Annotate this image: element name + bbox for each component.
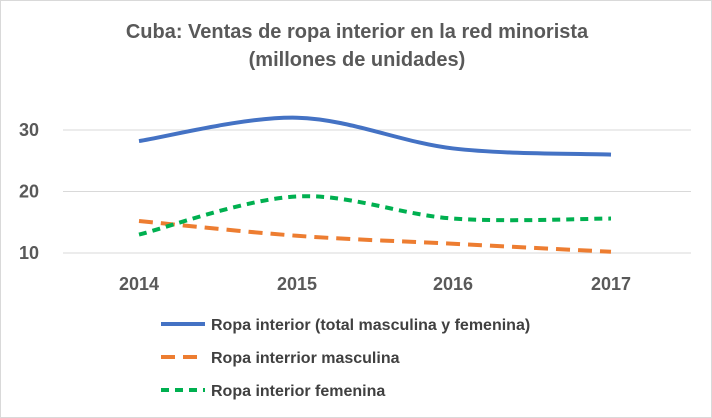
x-tick-label: 2015 [277, 274, 317, 294]
series-line-1 [138, 219, 612, 254]
gridlines [63, 129, 691, 254]
y-tick-label: 10 [19, 243, 39, 263]
x-tick-label: 2014 [119, 274, 159, 294]
series-line-0 [138, 115, 612, 157]
x-tick-label: 2016 [433, 274, 473, 294]
legend-label-2: Ropa interior femenina [211, 383, 385, 400]
chart-title: Cuba: Ventas de ropa interior en la red … [125, 21, 589, 43]
series-lines [138, 115, 612, 254]
x-tick-label: 2017 [591, 274, 631, 294]
chart-subtitle: (millones de unidades) [248, 49, 466, 71]
y-tick-label: 30 [19, 120, 39, 140]
x-axis: 2014 2015 2016 2017 [119, 274, 631, 294]
y-axis: 10 20 30 [19, 120, 39, 263]
legend-label-1: Ropa interrior masculina [211, 350, 400, 367]
y-tick-label: 20 [19, 182, 39, 202]
series-line-2 [138, 194, 612, 237]
legend: Ropa interior (total masculina y femenin… [161, 317, 530, 400]
legend-label-0: Ropa interior (total masculina y femenin… [211, 317, 530, 334]
